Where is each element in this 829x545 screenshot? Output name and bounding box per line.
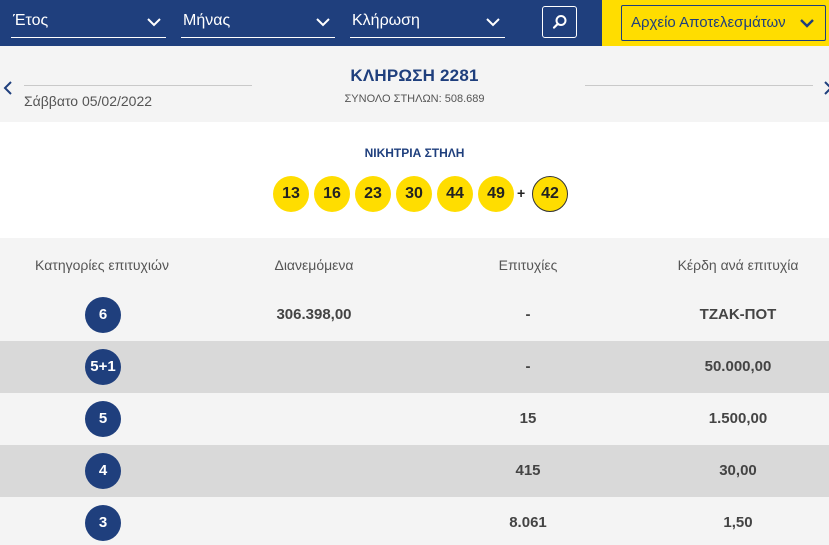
number-ball: 30	[396, 176, 432, 212]
filter-bar: Έτος Μήνας Κλήρωση Αρχείο Αποτελεσμάτων	[0, 0, 829, 46]
year-dropdown-label: Έτος	[13, 12, 49, 29]
chevron-right-icon[interactable]	[822, 80, 829, 96]
prize-value: ΤΖΑΚ-ΠΟΤ	[699, 306, 777, 323]
chevron-down-icon	[316, 18, 330, 27]
number-ball: 23	[355, 176, 391, 212]
table-row: 5 15 1.500,00	[0, 393, 829, 445]
chevron-left-icon[interactable]	[2, 80, 14, 96]
winning-numbers: 13 16 23 30 44 49 + 42	[273, 176, 573, 212]
category-badge: 3	[85, 505, 121, 541]
wins-value: 15	[519, 410, 537, 427]
wins-value: 8.061	[509, 514, 547, 531]
draw-dropdown-label: Κλήρωση	[352, 12, 420, 29]
wins-value: -	[525, 306, 531, 323]
month-dropdown-label: Μήνας	[183, 12, 231, 29]
year-dropdown[interactable]: Έτος	[11, 8, 166, 38]
number-ball: 13	[273, 176, 309, 212]
table-row: 4 415 30,00	[0, 445, 829, 497]
bonus-number-ball: 42	[532, 176, 568, 212]
winning-column-title: ΝΙΚΗΤΡΙΑ ΣΤΗΛΗ	[364, 146, 465, 160]
draw-dropdown[interactable]: Κλήρωση	[350, 8, 505, 38]
category-badge: 4	[85, 453, 121, 489]
archive-results-dropdown[interactable]: Αρχείο Αποτελεσμάτων	[621, 5, 826, 41]
divider	[585, 85, 813, 86]
chevron-down-icon	[486, 18, 500, 27]
number-ball: 16	[314, 176, 350, 212]
wins-value: 415	[515, 462, 541, 479]
header-distributed: Διανεμόμενα	[274, 257, 354, 273]
header-category: Κατηγορίες επιτυχιών	[35, 257, 169, 273]
draw-header: Σάββατο 05/02/2022 ΚΛΗΡΩΣΗ 2281 ΣΥΝΟΛΟ Σ…	[0, 46, 829, 122]
draw-total-columns: ΣΥΝΟΛΟ ΣΤΗΛΩΝ: 508.689	[344, 93, 485, 105]
header-prize: Κέρδη ανά επιτυχία	[677, 257, 799, 273]
chevron-down-icon	[800, 19, 814, 28]
category-badge: 5+1	[85, 349, 121, 385]
prize-value: 1,50	[723, 514, 753, 531]
table-row: 6 306.398,00 - ΤΖΑΚ-ΠΟΤ	[0, 289, 829, 341]
chevron-down-icon	[147, 18, 161, 27]
distributed-value: 306.398,00	[276, 306, 352, 323]
archive-zone: Αρχείο Αποτελεσμάτων	[602, 0, 829, 46]
search-icon	[552, 15, 567, 29]
draw-date: Σάββατο 05/02/2022	[24, 93, 153, 109]
prize-value: 1.500,00	[708, 410, 768, 427]
search-button[interactable]	[542, 6, 577, 38]
divider	[24, 85, 252, 86]
number-ball: 49	[478, 176, 514, 212]
archive-results-label: Αρχείο Αποτελεσμάτων	[631, 14, 786, 31]
header-wins: Επιτυχίες	[498, 257, 558, 273]
number-ball: 44	[437, 176, 473, 212]
prize-value: 50.000,00	[704, 358, 772, 375]
table-row: 5+1 - 50.000,00	[0, 341, 829, 393]
table-row: 3 8.061 1,50	[0, 497, 829, 545]
draw-title: ΚΛΗΡΩΣΗ 2281	[350, 66, 479, 85]
category-badge: 5	[85, 401, 121, 437]
wins-value: -	[525, 358, 531, 375]
category-badge: 6	[85, 297, 121, 333]
table-header: Κατηγορίες επιτυχιών Διανεμόμενα Επιτυχί…	[0, 238, 829, 289]
month-dropdown[interactable]: Μήνας	[181, 8, 335, 38]
plus-sign: +	[517, 185, 526, 201]
prize-value: 30,00	[719, 462, 757, 479]
